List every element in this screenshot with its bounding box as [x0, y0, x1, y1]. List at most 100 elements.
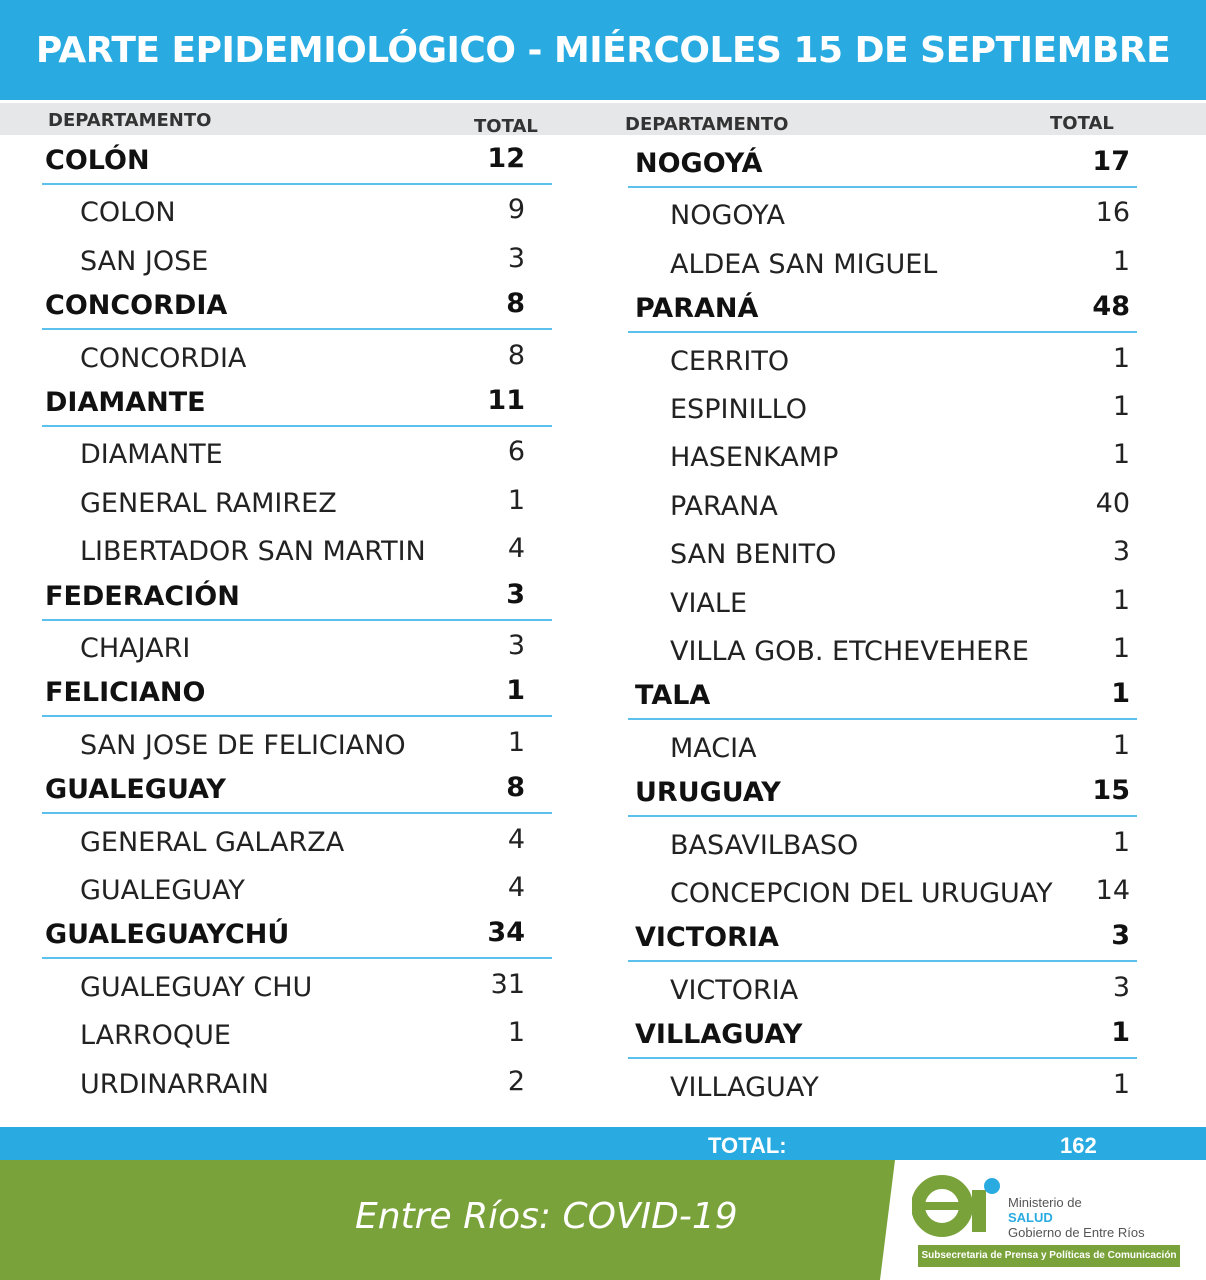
- locality-name: CERRITO: [670, 345, 790, 377]
- column-header: TOTAL: [474, 116, 538, 137]
- title: PARTE EPIDEMIOLÓGICO - MIÉRCOLES 15 DE S…: [35, 30, 1171, 71]
- logo-shape: [920, 1202, 964, 1210]
- locality-total: 1: [1112, 729, 1130, 761]
- column-header: TOTAL: [1050, 113, 1114, 134]
- department-total: 34: [487, 917, 525, 949]
- logo-text: Ministerio de: [1008, 1195, 1082, 1210]
- department-total: 1: [1111, 678, 1130, 710]
- locality-total: 1: [1112, 633, 1130, 664]
- locality-name: ESPINILLO: [670, 394, 807, 425]
- department-name: VILLAGUAY: [635, 1019, 803, 1051]
- locality-name: VIALE: [670, 587, 748, 619]
- locality-name: COLON: [80, 197, 176, 229]
- locality-name: NOGOYA: [670, 200, 786, 232]
- department-total: 1: [506, 675, 525, 707]
- column-header: DEPARTAMENTO: [48, 110, 212, 131]
- total-value: 162: [1060, 1133, 1097, 1158]
- locality-name: LARROQUE: [80, 1020, 231, 1052]
- locality-name: DIAMANTE: [80, 439, 223, 471]
- locality-total: 1: [1112, 439, 1130, 471]
- locality-total: 4: [507, 533, 525, 565]
- locality-name: SAN JOSE DE FELICIANO: [80, 729, 406, 761]
- total-label: TOTAL:: [708, 1133, 787, 1158]
- column-header-band: [0, 103, 1206, 135]
- department-total: 8: [506, 288, 525, 320]
- locality-name: URDINARRAIN: [80, 1068, 269, 1100]
- logo-text: SALUD: [1008, 1210, 1053, 1225]
- separator: [42, 183, 552, 185]
- locality-name: VILLAGUAY: [670, 1071, 819, 1103]
- locality-total: 16: [1095, 197, 1130, 229]
- header-band: [0, 0, 1206, 100]
- department-name: FELICIANO: [45, 677, 206, 709]
- separator: [628, 1057, 1137, 1060]
- locality-name: VILLA GOB. ETCHEVEHERE: [670, 636, 1029, 667]
- locality-total: 1: [1112, 826, 1130, 858]
- logo-shape: [912, 1175, 973, 1237]
- locality-name: GUALEGUAY CHU: [80, 971, 313, 1003]
- locality-total: 1: [507, 1017, 525, 1049]
- separator: [42, 425, 552, 427]
- department-total: 11: [487, 385, 525, 416]
- locality-name: CONCEPCION DEL URUGUAY: [670, 878, 1053, 909]
- locality-total: 8: [507, 339, 525, 371]
- separator: [628, 718, 1137, 721]
- locality-total: 1: [1112, 245, 1130, 277]
- separator: [42, 812, 552, 815]
- locality-total: 1: [1112, 342, 1130, 374]
- separator: [42, 957, 552, 960]
- locality-name: MACIA: [670, 732, 757, 764]
- locality-name: HASENKAMP: [670, 442, 839, 474]
- department-name: URUGUAY: [635, 777, 781, 809]
- locality-total: 14: [1095, 875, 1130, 906]
- department-name: VICTORIA: [635, 922, 779, 954]
- department-total: 8: [506, 772, 525, 804]
- locality-total: 3: [1112, 536, 1130, 568]
- logo-text: Gobierno de Entre Ríos: [1008, 1225, 1145, 1240]
- locality-name: CHAJARI: [80, 633, 191, 664]
- department-total: 3: [506, 578, 525, 610]
- locality-total: 2: [507, 1065, 525, 1097]
- locality-total: 1: [1112, 391, 1130, 422]
- locality-name: CONCORDIA: [80, 342, 247, 374]
- locality-name: VICTORIA: [670, 974, 799, 1006]
- separator: [628, 960, 1137, 963]
- department-total: 12: [487, 143, 525, 174]
- locality-total: 40: [1095, 487, 1130, 519]
- separator: [628, 331, 1137, 334]
- locality-total: 1: [507, 726, 525, 758]
- department-total: 3: [1111, 920, 1130, 952]
- department-name: PARANÁ: [635, 293, 759, 325]
- locality-total: 4: [507, 823, 525, 855]
- locality-name: SAN JOSE: [80, 245, 209, 277]
- separator: [42, 328, 552, 331]
- department-total: 17: [1092, 146, 1130, 177]
- logo-subtitle: Subsecretaria de Prensa y Políticas de C…: [918, 1245, 1180, 1267]
- locality-name: PARANA: [670, 490, 778, 522]
- department-name: TALA: [635, 680, 711, 712]
- department-name: CONCORDIA: [45, 290, 228, 322]
- locality-name: GENERAL RAMIREZ: [80, 487, 337, 519]
- locality-total: 1: [507, 484, 525, 516]
- logo-mark: [912, 1175, 1000, 1237]
- total-band: [0, 1127, 1206, 1160]
- locality-total: 1: [1112, 1068, 1130, 1100]
- department-total: 48: [1092, 291, 1130, 323]
- department-name: NOGOYÁ: [635, 148, 763, 179]
- locality-name: GUALEGUAY: [80, 875, 245, 906]
- locality-total: 3: [507, 242, 525, 274]
- separator: [42, 618, 552, 621]
- locality-total: 9: [507, 194, 525, 226]
- locality-name: BASAVILBASO: [670, 829, 859, 861]
- department-total: 1: [1111, 1017, 1130, 1049]
- logo-shape: [984, 1178, 1000, 1194]
- department-name: GUALEGUAYCHÚ: [45, 919, 290, 951]
- locality-name: LIBERTADOR SAN MARTIN: [80, 536, 426, 568]
- locality-total: 1: [1112, 584, 1130, 616]
- department-name: GUALEGUAY: [45, 774, 226, 806]
- logo-shape: [972, 1190, 986, 1232]
- department-name: FEDERACIÓN: [45, 580, 240, 612]
- department-name: COLÓN: [45, 145, 150, 176]
- separator: [42, 715, 552, 718]
